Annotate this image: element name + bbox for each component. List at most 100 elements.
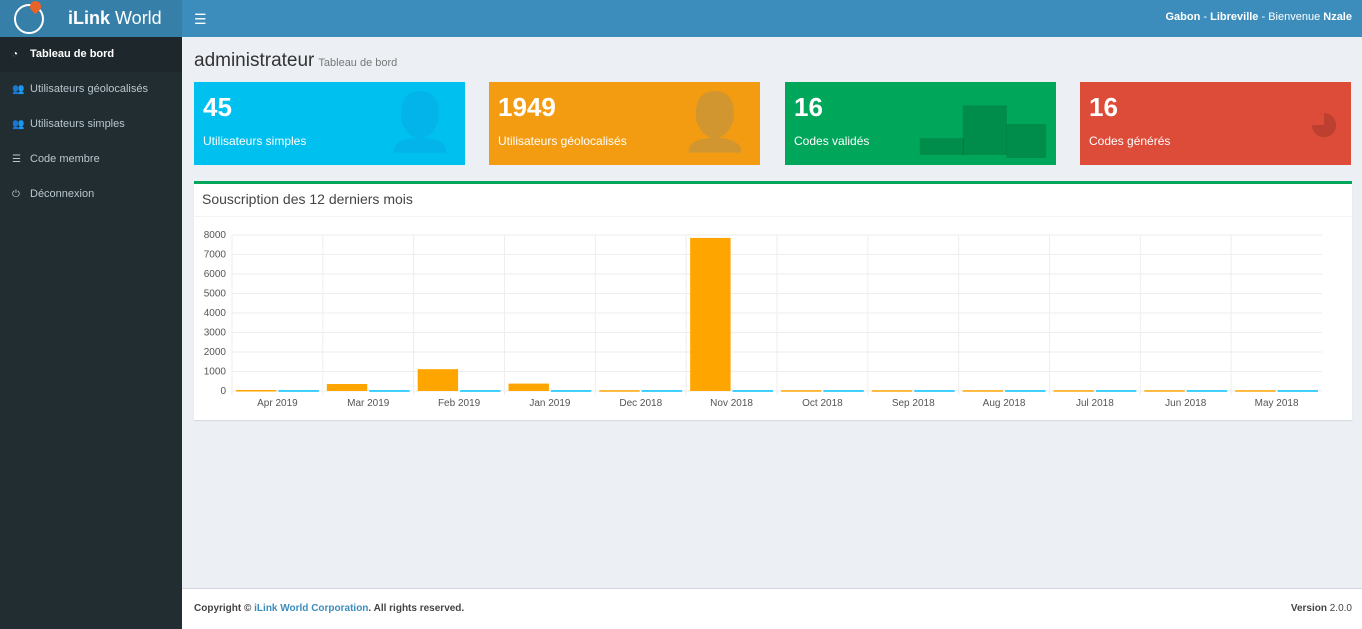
rights: . All rights reserved. <box>368 603 465 614</box>
bar <box>962 390 1004 392</box>
city: Libreville <box>1210 11 1259 23</box>
y-tick-label: 4000 <box>204 308 227 319</box>
database-icon: ☰ <box>12 154 21 165</box>
y-tick-label: 8000 <box>204 230 227 241</box>
subscription-panel: Souscription des 12 derniers mois 0 1000 2… <box>194 181 1352 420</box>
stat-box-codes-generated[interactable]: 16 Codes générés ◕ <box>1080 82 1351 165</box>
bar <box>690 237 731 391</box>
bar <box>1095 390 1137 392</box>
panel-title: Souscription des 12 derniers mois <box>194 184 1352 217</box>
x-tick-label: Mar 2019 <box>347 398 390 409</box>
page-subtitle: Tableau de bord <box>318 57 398 69</box>
users-icon: 👥 <box>12 84 25 95</box>
menu-toggle-icon[interactable]: ☰ <box>194 11 207 27</box>
stat-box-simple-users[interactable]: 45 Utilisateurs simples 👤 <box>194 82 465 165</box>
brand-logo[interactable]: iLink World <box>0 0 182 37</box>
label: Tableau de bord <box>30 48 115 60</box>
label: Utilisateurs simples <box>30 118 125 130</box>
top-navbar: iLink World ☰ Gabon - Libreville - Bienv… <box>0 0 1362 37</box>
subscription-chart: 0 1000 2000 3000 4000 5000 6000 7000 8000 Apr 201… <box>204 230 1322 409</box>
stat-value: 45 <box>203 92 232 122</box>
bar <box>1053 390 1094 392</box>
version-value: 2.0.0 <box>1326 603 1352 614</box>
bar <box>599 390 640 392</box>
x-tick-label: May 2018 <box>1255 398 1299 409</box>
power-icon: ⏻ <box>12 189 20 200</box>
username: Nzale <box>1323 11 1352 23</box>
stat-box-codes-validated[interactable]: 16 Codes validés ▂▆▄ <box>785 82 1056 165</box>
company-link[interactable]: iLink World Corporation <box>254 603 369 614</box>
y-tick-label: 7000 <box>204 250 227 261</box>
stat-value: 1949 <box>498 92 556 122</box>
sidebar: ◔ Tableau de bord 👥 Utilisateurs géolocali… <box>0 37 182 629</box>
bar <box>1186 390 1228 392</box>
sidebar-item-geo-users[interactable]: 👥 Utilisateurs géolocalisés <box>0 72 182 107</box>
user-info: Gabon - Libreville - Bienvenue Nzale <box>1166 11 1353 23</box>
y-tick-label: 2000 <box>204 347 227 358</box>
version-label: Version <box>1290 603 1327 614</box>
x-tick-label: Oct 2018 <box>802 398 843 409</box>
y-tick-label: 0 <box>220 386 226 397</box>
stat-box-geo-users[interactable]: 1949 Utilisateurs géolocalisés 👤 <box>489 82 760 165</box>
y-tick-label: 3000 <box>204 328 227 339</box>
bar <box>417 369 459 391</box>
label: Utilisateurs géolocalisés <box>30 83 148 95</box>
bar <box>914 390 955 392</box>
brand-rest: World <box>110 8 162 28</box>
bar <box>236 390 277 392</box>
page-title: administrateur <box>194 50 315 71</box>
label: Code membre <box>30 153 100 165</box>
users-icon: 👥 <box>12 119 25 130</box>
brand-bold: iLink <box>68 8 111 28</box>
sep: - <box>1200 11 1211 23</box>
bar <box>871 390 913 392</box>
y-tick-label: 1000 <box>204 367 227 378</box>
x-tick-label: Apr 2019 <box>257 398 298 409</box>
sidebar-item-simple-users[interactable]: 👥 Utilisateurs simples <box>0 107 182 142</box>
user-plus-icon: 👤 <box>680 90 750 153</box>
y-tick-label: 5000 <box>204 289 227 300</box>
x-tick-label: Sep 2018 <box>892 398 935 409</box>
x-tick-label: Feb 2019 <box>438 398 481 409</box>
bar-chart-icon: ▂▆▄ <box>920 90 1046 153</box>
x-tick-label: Aug 2018 <box>983 398 1026 409</box>
sidebar-item-dashboard[interactable]: ◔ Tableau de bord <box>0 37 182 72</box>
bar <box>1005 390 1046 392</box>
stat-label: Utilisateurs géolocalisés <box>498 134 627 148</box>
x-tick-label: Jan 2019 <box>529 398 571 409</box>
bar <box>641 390 683 392</box>
bar <box>369 390 410 392</box>
x-tick-label: Jun 2018 <box>1165 398 1207 409</box>
version: Version 2.0.0 <box>1291 589 1352 629</box>
dashboard-icon: ◔ <box>12 49 19 60</box>
bar <box>1277 390 1318 392</box>
x-tick-label: Jul 2018 <box>1076 398 1114 409</box>
stat-value: 16 <box>794 92 823 122</box>
welcome: - Bienvenue <box>1258 11 1324 23</box>
page-heading: administrateur Tableau de bord <box>194 50 397 72</box>
bar <box>781 390 822 392</box>
bar <box>460 390 501 392</box>
x-tick-label: Dec 2018 <box>619 398 662 409</box>
country: Gabon <box>1165 11 1201 23</box>
stat-value: 16 <box>1089 92 1118 122</box>
bar <box>508 383 549 391</box>
user-plus-icon: 👤 <box>385 90 455 153</box>
bar <box>550 390 592 392</box>
y-tick-label: 6000 <box>204 269 227 280</box>
x-tick-label: Nov 2018 <box>710 398 753 409</box>
sidebar-item-member-code[interactable]: ☰ Code membre <box>0 142 182 177</box>
footer: Copyright © iLink World Corporation. All… <box>182 588 1362 629</box>
stat-label: Utilisateurs simples <box>203 134 307 148</box>
bar <box>1235 390 1276 392</box>
stat-label: Codes générés <box>1089 134 1171 148</box>
pie-chart-icon: ◕ <box>1307 90 1341 153</box>
label: Déconnexion <box>30 188 95 200</box>
sidebar-item-logout[interactable]: ⏻ Déconnexion <box>0 177 182 212</box>
bar <box>326 383 368 391</box>
bar <box>732 390 773 392</box>
copyright: Copyright © <box>194 603 255 614</box>
bar <box>278 390 319 392</box>
stat-label: Codes validés <box>794 134 870 148</box>
bar <box>823 390 864 392</box>
